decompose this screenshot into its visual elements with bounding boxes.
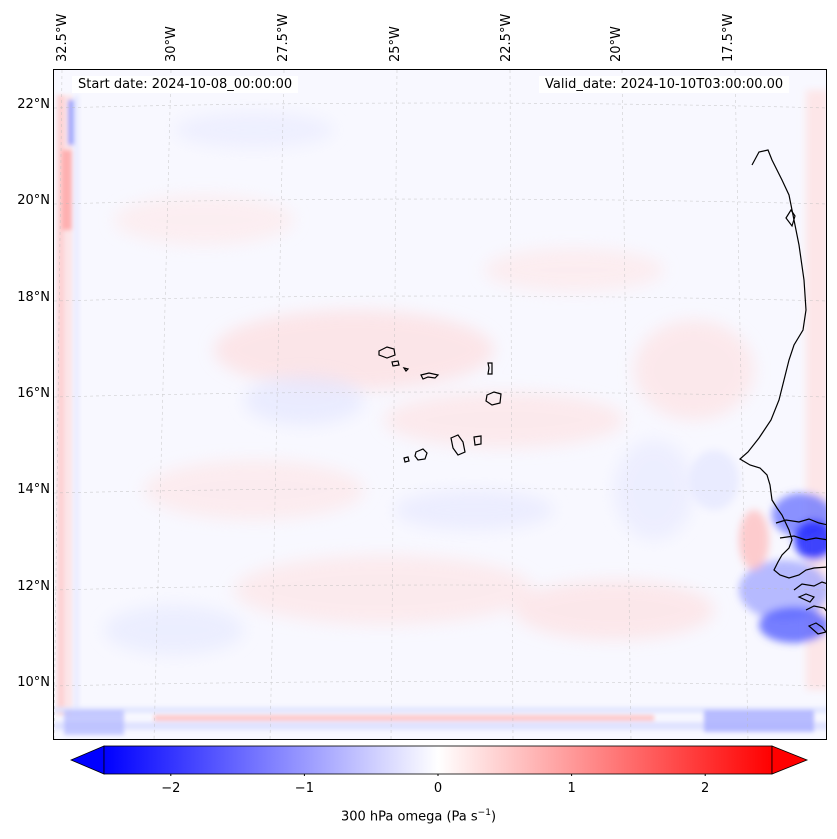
lon-label-27-5w: 27.5°W: [276, 13, 291, 62]
island-fogo: [414, 448, 428, 461]
map-panel: [53, 69, 827, 740]
lon-label-32-5w: 32.5°W: [55, 13, 70, 62]
island-sao-nicolau: [420, 372, 440, 380]
colorbar-tick-label: 2: [701, 781, 710, 796]
lat-label-16n: 16°N: [17, 386, 50, 401]
african-coastline: [738, 149, 826, 635]
island-boa-vista: [485, 391, 502, 406]
colorbar-label-exponent: −1: [477, 808, 491, 818]
colorbar-tick-label: −2: [161, 781, 181, 796]
island-santa-luzia: [402, 367, 410, 372]
colorbar-label: 300 hPa omega (Pa s−1): [0, 808, 837, 824]
colorbar-gradient: [103, 745, 773, 775]
valid-date-label: Valid_date: 2024-10-10T03:00:00.00: [539, 76, 790, 93]
lat-label-12n: 12°N: [17, 579, 50, 594]
island-maio: [473, 435, 482, 446]
omega-field-map: [54, 70, 826, 739]
start-date-label: Start date: 2024-10-08_00:00:00: [72, 76, 299, 93]
colorbar-label-text: 300 hPa omega (Pa s: [340, 809, 478, 825]
lat-label-14n: 14°N: [17, 482, 50, 497]
lon-label-22-5w: 22.5°W: [499, 13, 514, 62]
colorbar-extend-left: [70, 745, 105, 775]
colorbar-tick-label: 0: [433, 781, 443, 796]
colorbar-tick-label: 1: [567, 781, 576, 796]
island-sao-vicente: [391, 360, 400, 367]
colorbar-extend-right: [771, 745, 809, 775]
island-sal: [487, 362, 493, 375]
island-brava: [403, 456, 410, 463]
island-santo-antao: [378, 346, 396, 359]
lat-label-22n: 22°N: [17, 97, 50, 112]
lat-label-18n: 18°N: [17, 290, 50, 305]
lat-label-10n: 10°N: [17, 675, 50, 690]
bottom-boundary-stripes: [54, 707, 826, 735]
colorbar-tick-label: −1: [294, 781, 314, 796]
lon-label-20w: 20°W: [609, 26, 624, 62]
lat-label-20n: 20°N: [17, 193, 50, 208]
island-santiago: [450, 434, 466, 456]
lon-label-17-5w: 17.5°W: [721, 13, 736, 62]
colorbar-label-close: ): [490, 809, 497, 825]
lon-label-30w: 30°W: [164, 26, 179, 62]
lon-label-25w: 25°W: [388, 26, 403, 62]
colorbar: [70, 745, 809, 776]
left-boundary-stripes: [57, 95, 79, 715]
graticule-lines: [54, 70, 826, 739]
coastal-strong-features: [689, 90, 826, 690]
cape-verde-islands: [378, 346, 502, 463]
colorbar-ticks: [170, 774, 706, 776]
positive-omega-patches: [114, 195, 754, 640]
